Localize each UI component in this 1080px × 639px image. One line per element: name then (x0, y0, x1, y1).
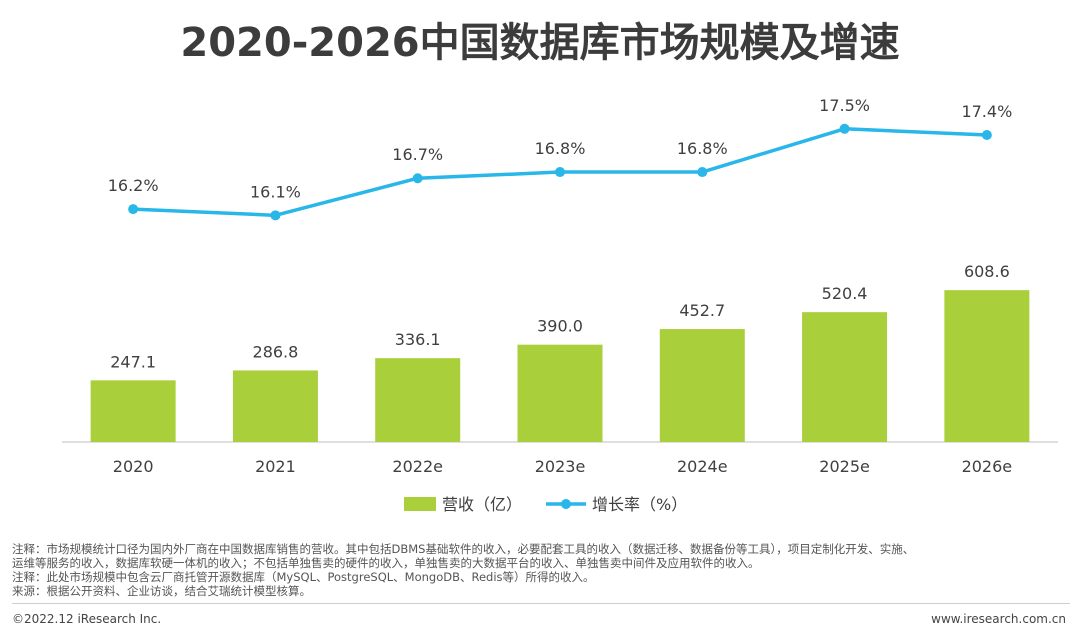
growth-point (128, 204, 139, 215)
growth-value-label: 16.8% (535, 139, 586, 158)
bar-value-label: 390.0 (537, 317, 583, 336)
growth-value-label: 17.4% (961, 102, 1012, 121)
bar-value-label: 247.1 (110, 352, 156, 371)
chart: 247.1 2020 286.8 2021 336.1 2022e 390.0 2023e 45… (62, 96, 1058, 514)
footer-divider (12, 603, 1070, 604)
growth-point (981, 129, 992, 140)
bar (944, 290, 1030, 442)
bar-value-label: 336.1 (395, 330, 441, 349)
notes: 注释：市场规模统计口径为国内外厂商在中国数据库销售的营收。其中包括DBMS基础软… (12, 542, 1072, 598)
note-line: 注释：市场规模统计口径为国内外厂商在中国数据库销售的营收。其中包括DBMS基础软… (12, 542, 915, 556)
growth-value-label: 16.8% (677, 139, 728, 158)
growth-point (412, 173, 423, 184)
x-tick-label: 2021 (255, 457, 296, 476)
x-tick-label: 2023e (535, 457, 586, 476)
growth-value-label: 16.1% (250, 182, 301, 201)
bar (802, 312, 888, 442)
legend-line-marker (561, 499, 571, 509)
x-tick-label: 2024e (677, 457, 728, 476)
bar-value-label: 286.8 (253, 342, 299, 361)
bar (90, 380, 176, 442)
growth-value-label: 16.7% (392, 145, 443, 164)
growth-value-label: 16.2% (108, 176, 159, 195)
bar (232, 370, 318, 442)
legend-bar-label: 营收（亿） (442, 495, 522, 514)
x-tick-label: 2020 (113, 457, 154, 476)
bar-value-label: 608.6 (964, 262, 1010, 281)
x-tick-label: 2026e (962, 457, 1013, 476)
x-tick-label: 2025e (819, 457, 870, 476)
copyright: ©2022.12 iResearch Inc. (12, 612, 162, 626)
note-line: 注释：此处市场规模中包含云厂商托管开源数据库（MySQL、PostgreSQL、… (12, 570, 595, 584)
bar-value-label: 452.7 (679, 301, 725, 320)
note-line: 运维等服务的收入，数据库软硬一体机的收入；不包括单独售卖的硬件的收入，单独售卖的… (12, 556, 760, 570)
bar-value-label: 520.4 (822, 284, 868, 303)
bar (517, 344, 603, 442)
note-line: 来源：根据公开资料、企业访谈，结合艾瑞统计模型核算。 (12, 584, 311, 598)
legend-line-label: 增长率（%） (592, 495, 687, 514)
chart-title: 2020-2026中国数据库市场规模及增速 (180, 20, 900, 66)
bar (375, 358, 461, 442)
legend-bar-swatch (404, 497, 436, 511)
growth-point (555, 167, 565, 178)
growth-value-label: 17.5% (819, 96, 870, 115)
website-link[interactable]: www.iresearch.com.cn (931, 612, 1066, 626)
growth-point (839, 123, 850, 134)
x-tick-label: 2022e (392, 457, 443, 476)
bar (659, 329, 745, 442)
growth-point (270, 210, 281, 221)
growth-point (697, 167, 708, 178)
